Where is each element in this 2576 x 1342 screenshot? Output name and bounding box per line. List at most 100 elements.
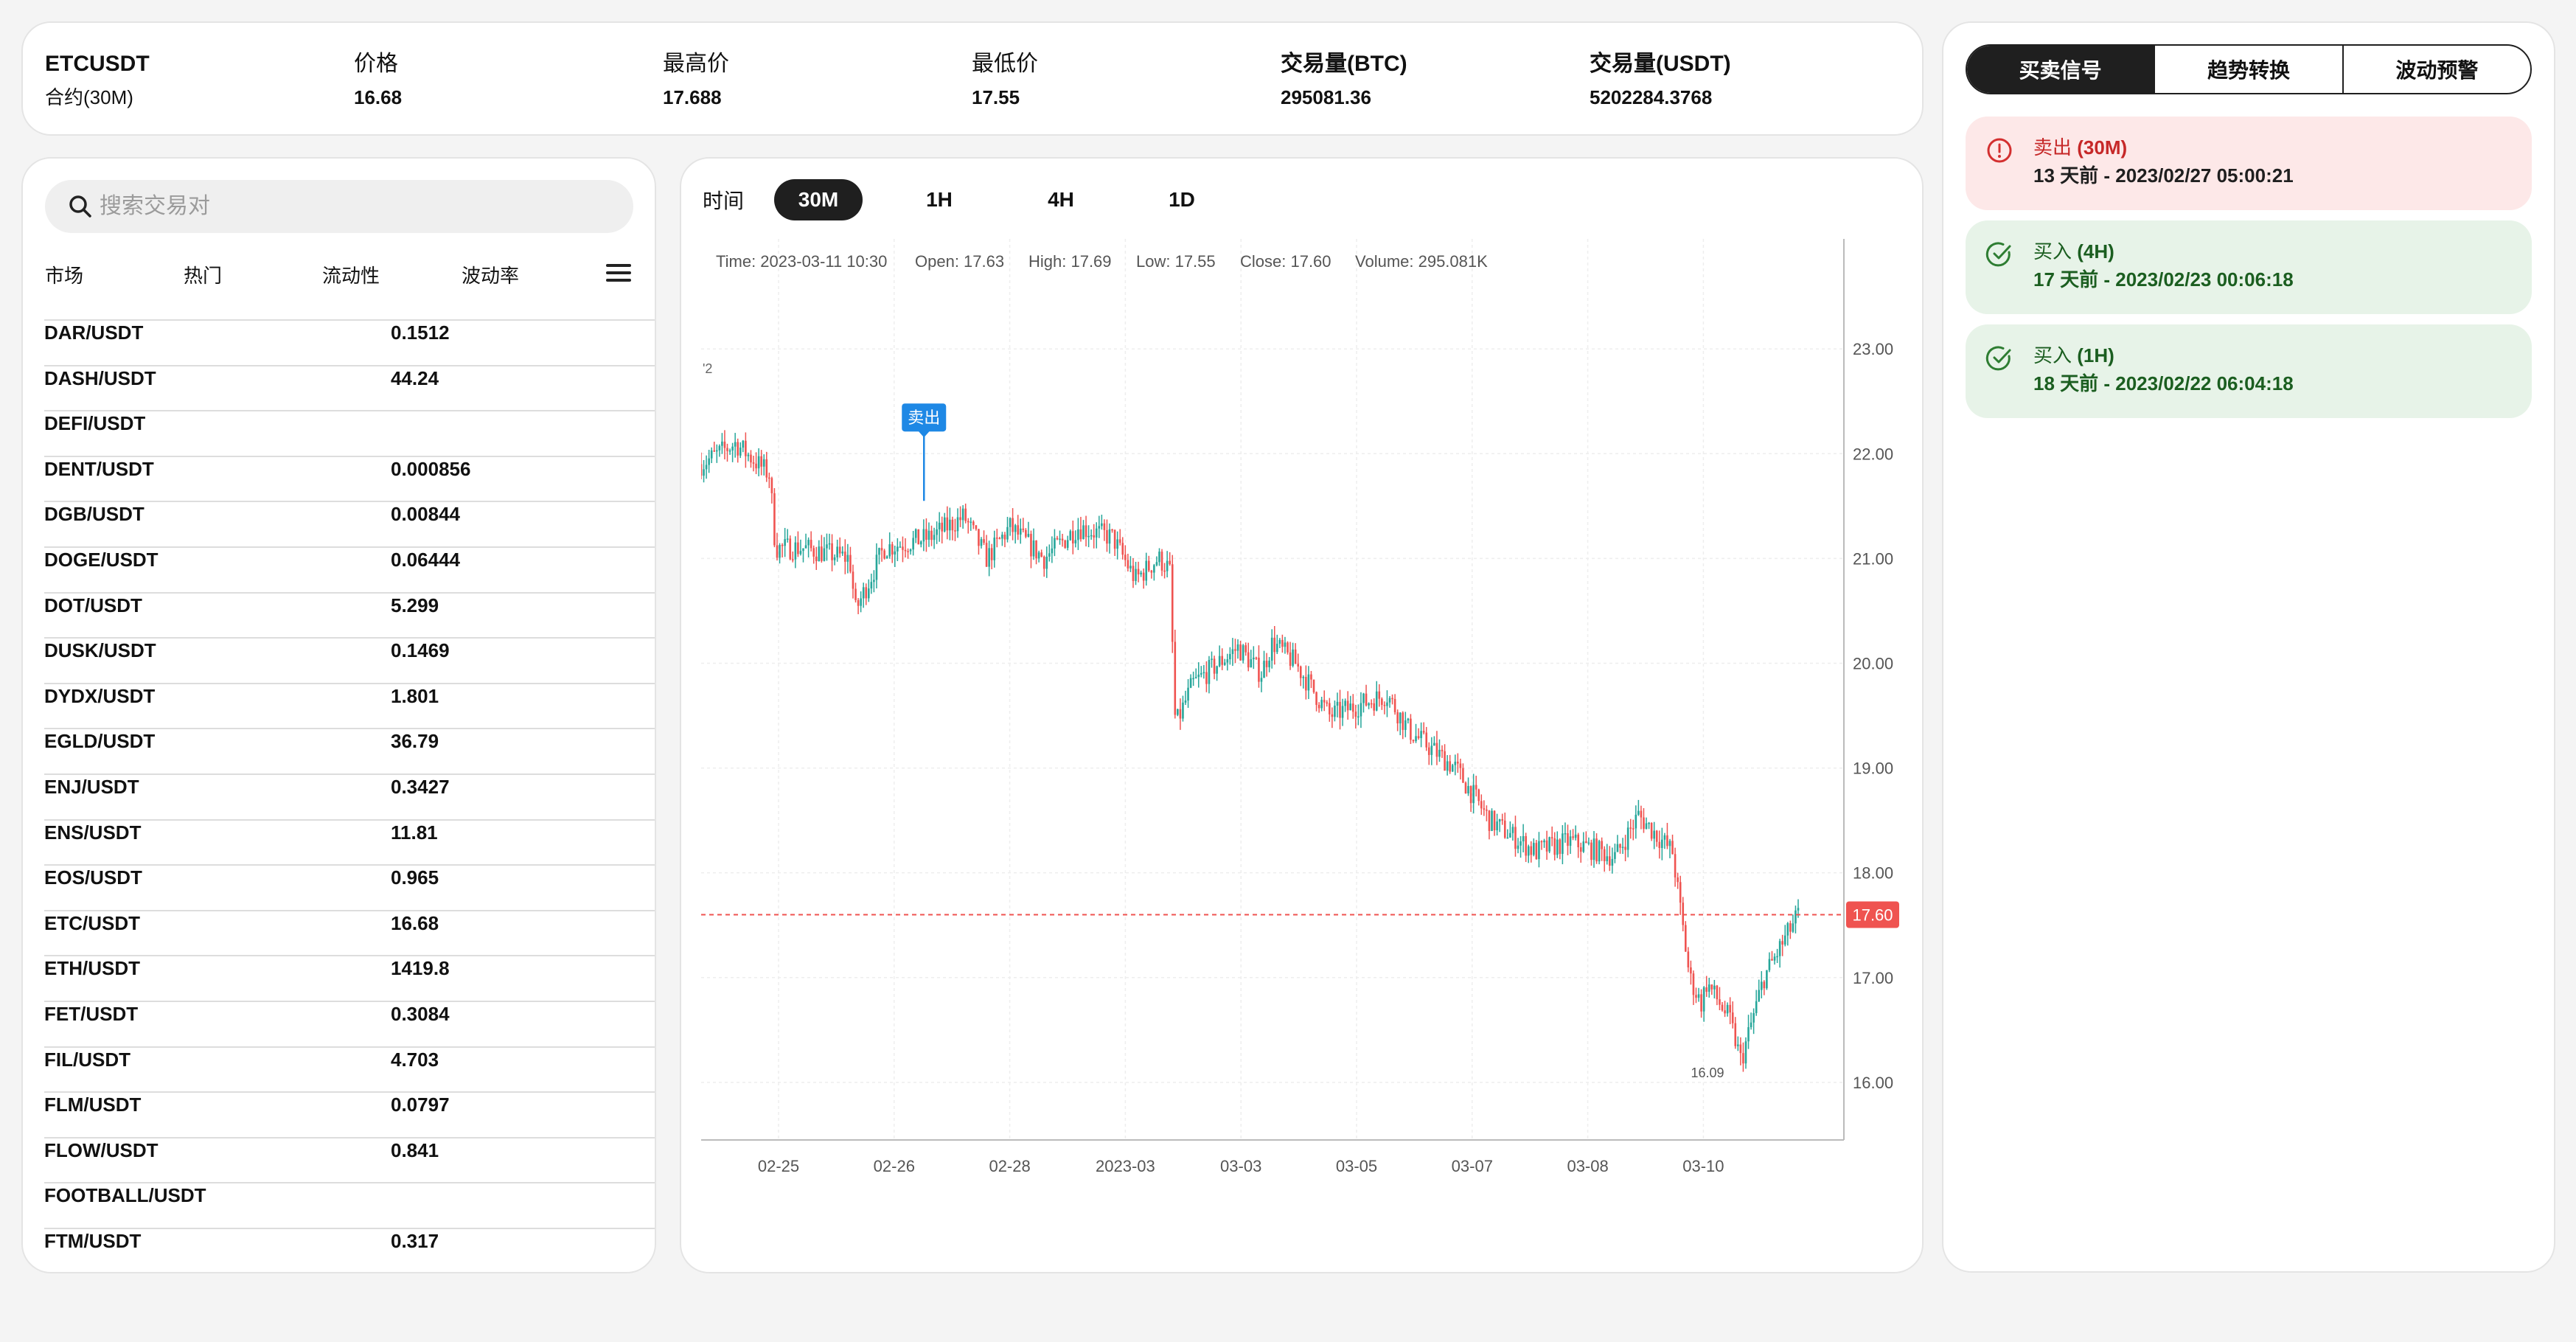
pair-row[interactable]: FOOTBALL/USDT [44,1183,655,1229]
buy-signal-card[interactable]: 买入 (1H) 18 天前 - 2023/02/22 06:04:18 [1966,324,2532,418]
candle-body [852,571,854,589]
candle-body [1517,845,1520,849]
pair-row[interactable]: EOS/USDT 0.965 [44,866,655,911]
signal-action: 买入 [2033,344,2072,366]
pair-row[interactable]: DYDX/USDT 1.801 [44,684,655,730]
buy-signal-card[interactable]: 买入 (4H) 17 天前 - 2023/02/23 00:06:18 [1966,220,2532,314]
pair-row[interactable]: FTM/USDT 0.317 [44,1229,655,1272]
pair-row[interactable]: FIL/USDT 4.703 [44,1048,655,1094]
candle-body [909,549,912,552]
candle-body [752,462,755,464]
pair-row[interactable]: ENS/USDT 11.81 [44,821,655,866]
pair-row[interactable]: ETH/USDT 1419.8 [44,956,655,1002]
pair-row[interactable]: DGB/USDT 0.00844 [44,502,655,548]
tab-volatility-alert[interactable]: 波动预警 [2342,46,2530,93]
search-box[interactable] [45,180,633,233]
timeframe-4h[interactable]: 4H [1048,188,1074,211]
candle-body [1619,844,1621,848]
candle-body [854,588,857,600]
timeframe-30m[interactable]: 30M [774,179,863,220]
pair-row[interactable]: DUSK/USDT 0.1469 [44,639,655,684]
candle-body [739,448,742,456]
pair-row[interactable]: EGLD/USDT 36.79 [44,729,655,775]
signal-tabs: 买卖信号 趋势转换 波动预警 [1966,44,2532,94]
candle-body [807,540,810,546]
pair-row[interactable]: DOGE/USDT 0.06444 [44,548,655,594]
candle-body [1744,1041,1747,1064]
candle-body [1545,840,1548,852]
candle-body [1336,701,1339,706]
candle-body [844,552,846,562]
pair-row[interactable]: DOT/USDT 5.299 [44,594,655,639]
candle-body [1713,985,1716,990]
pair-row[interactable]: DASH/USDT 44.24 [44,366,655,412]
candle-body [873,580,875,583]
pair-row[interactable]: ETC/USDT 16.68 [44,911,655,957]
candle-body [1682,903,1685,925]
pair-row[interactable]: DEFI/USDT [44,411,655,457]
candle-body [1182,702,1184,719]
pair-row[interactable]: FLOW/USDT 0.841 [44,1138,655,1184]
candle-body [954,530,956,532]
candle-body [1323,700,1326,703]
candle-body [1386,702,1388,706]
pair-row[interactable]: FET/USDT 0.3084 [44,1002,655,1048]
candle-body [1533,843,1535,855]
pair-price: 0.0797 [391,1094,450,1116]
candle-body [1260,678,1263,682]
candle-body [1758,990,1761,1001]
candle-body [1247,652,1250,668]
candle-body [1525,835,1527,856]
candle-body [1731,1012,1734,1023]
candle-body [1501,819,1504,821]
timeframe-1h[interactable]: 1H [926,188,953,211]
candle-body [1543,840,1545,843]
candle-body [1553,838,1556,855]
search-input[interactable] [100,194,601,219]
candle-body [1449,761,1451,772]
candle-body [1739,1044,1742,1054]
pair-row[interactable]: DAR/USDT 0.1512 [44,321,655,366]
candle-body [899,546,902,548]
candle-body [1129,566,1132,569]
pair-price: 1419.8 [391,957,450,980]
candle-body [1218,656,1221,667]
candle-body [1469,785,1472,804]
pair-row[interactable]: FLM/USDT 0.0797 [44,1093,655,1138]
timeframe-1d[interactable]: 1D [1169,188,1195,211]
candle-body [1635,814,1637,829]
tab-volatility[interactable]: 波动率 [462,265,520,287]
tab-trend-change[interactable]: 趋势转换 [2154,46,2342,93]
candle-body [1601,841,1603,849]
tab-hot[interactable]: 热门 [184,265,223,287]
sell-signal-card[interactable]: 卖出 (30M) 13 天前 - 2023/02/27 05:00:21 [1966,117,2532,210]
candle-body [1155,562,1158,566]
candle-body [1708,984,1710,992]
candle-body [1326,702,1329,704]
tab-trade-signals[interactable]: 买卖信号 [1967,46,2154,93]
candle-body [1550,837,1553,839]
candle-body [1349,703,1352,711]
tab-liquidity[interactable]: 流动性 [322,265,380,287]
pair-price: 4.703 [391,1048,439,1071]
candle-body [1334,705,1336,717]
candle-body [1370,703,1373,705]
candle-body [1789,923,1792,932]
pair-price: 1.801 [391,684,439,707]
candle-body [1595,838,1598,862]
tab-market[interactable]: 市场 [45,265,84,287]
price-chart[interactable]: Time: 2023-03-11 10:30 Open: 17.63 High:… [701,239,1910,1197]
candle-body [1263,661,1265,678]
candle-body [897,546,899,552]
pair-row[interactable]: DENT/USDT 0.000856 [44,457,655,503]
ticker-card: ETCUSDT 合约(30M) 价格 16.68 最高价 17.688 最低价 … [21,21,1924,136]
candle-body [888,544,891,557]
candle-body [1643,817,1645,830]
sell-marker[interactable]: 卖出 [902,403,947,501]
candle-body [737,442,739,456]
menu-icon[interactable] [606,264,631,285]
candle-body [1486,810,1488,811]
candle-body [797,542,799,554]
candle-body [1666,835,1668,846]
pair-row[interactable]: ENJ/USDT 0.3427 [44,775,655,821]
